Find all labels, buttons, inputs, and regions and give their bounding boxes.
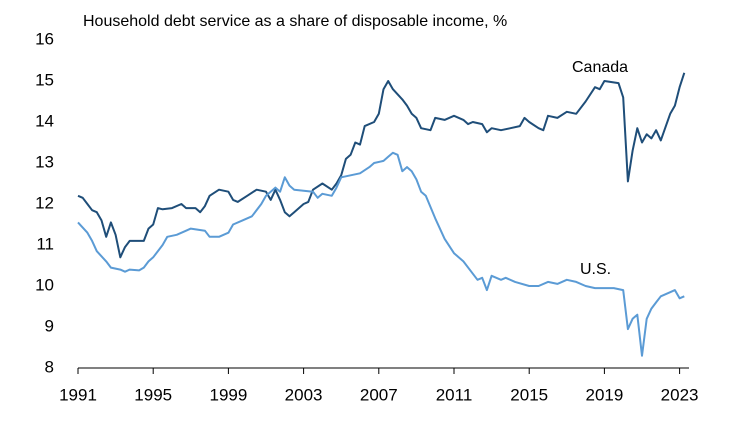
x-tick-label: 2003: [285, 385, 323, 404]
y-tick-label: 9: [45, 316, 54, 335]
x-tick-label: 2007: [360, 385, 398, 404]
series-annotation: Canada: [572, 59, 628, 76]
series-line: [77, 72, 686, 259]
y-tick-label: 8: [45, 357, 54, 376]
y-tick-label: 15: [35, 70, 54, 89]
x-tick-label: 2023: [661, 385, 699, 404]
x-tick-label: 2011: [436, 385, 473, 404]
x-tick-label: 1999: [209, 385, 247, 404]
y-tick-label: 16: [35, 29, 54, 48]
y-tick-label: 14: [35, 111, 54, 130]
x-tick-label: 2019: [585, 385, 623, 404]
y-tick-label: 13: [35, 152, 54, 171]
y-tick-label: 11: [36, 234, 54, 253]
y-tick-label: 12: [35, 193, 54, 212]
chart-title: Household debt service as a share of dis…: [83, 13, 507, 30]
y-tick-label: 10: [35, 275, 54, 294]
x-tick-label: 2015: [510, 385, 548, 404]
series-annotation: U.S.: [580, 261, 611, 278]
x-tick-label: 1995: [134, 385, 172, 404]
series-line: [77, 151, 685, 357]
x-tick-label: 1991: [59, 385, 97, 404]
